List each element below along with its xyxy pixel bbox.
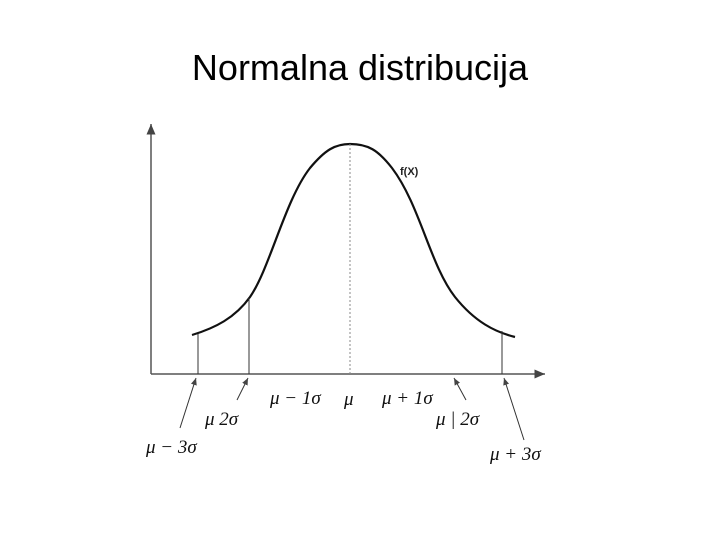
label: μ − 1σ — [269, 388, 321, 409]
label: μ − 3σ — [145, 437, 197, 458]
pointer — [453, 377, 467, 401]
title: Normalna distribucija — [192, 47, 529, 88]
label: μ 2σ — [204, 409, 239, 430]
pointer — [179, 377, 197, 429]
label: μ | 2σ — [435, 409, 480, 430]
curve-label: f(X) — [400, 166, 419, 178]
label: μ — [343, 389, 354, 410]
normal-curve — [191, 142, 516, 339]
pointer — [503, 377, 525, 441]
pointer — [236, 377, 249, 401]
label: μ + 1σ — [381, 388, 433, 409]
label: μ + 3σ — [489, 444, 541, 465]
